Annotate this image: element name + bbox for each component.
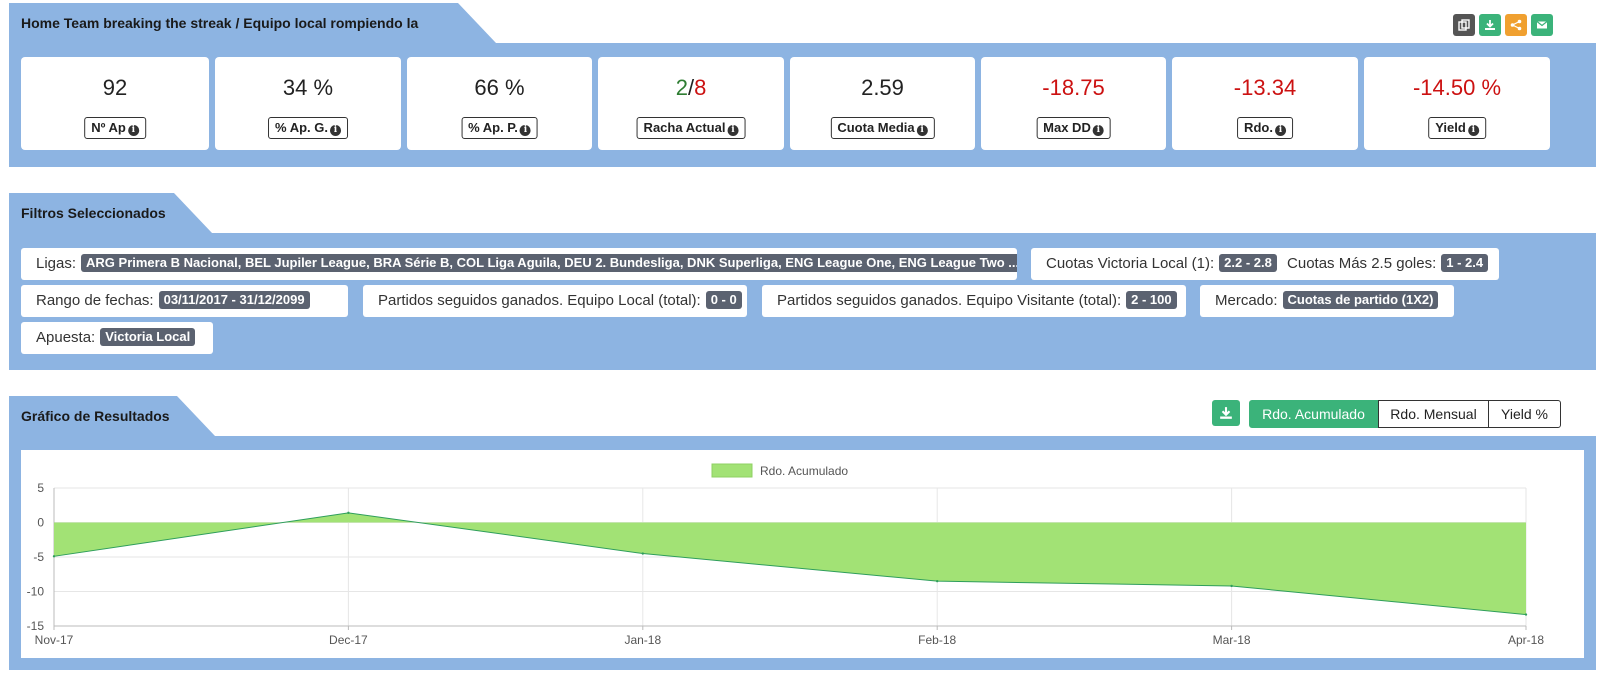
stat-label-max-dd[interactable]: Max DD i bbox=[1036, 117, 1111, 139]
filter-visitante: Partidos seguidos ganados. Equipo Visita… bbox=[762, 285, 1186, 317]
info-icon: i bbox=[1467, 125, 1479, 136]
share-button[interactable] bbox=[1505, 14, 1527, 36]
stat-value-yield: -14.50 % bbox=[1412, 75, 1502, 100]
stat-label-cuota-media[interactable]: Cuota Media i bbox=[830, 117, 935, 139]
filter-fechas-value: 03/11/2017 - 31/12/2099 bbox=[158, 291, 310, 309]
data-point bbox=[1230, 584, 1233, 588]
y-tick-label: 0 bbox=[37, 516, 44, 530]
data-point bbox=[52, 555, 56, 558]
filter-apuesta: Apuesta: Victoria Local bbox=[21, 322, 213, 354]
filter-ligas: Ligas: ARG Primera B Nacional, BEL Jupile… bbox=[21, 248, 1017, 280]
stat-label-n-ap[interactable]: Nº Ap i bbox=[84, 117, 146, 139]
stat-card-max-dd: -18.75 Max DD i bbox=[981, 57, 1166, 150]
stat-value-n-ap: 92 bbox=[102, 75, 128, 100]
stat-value-ap-g: 34 % bbox=[282, 75, 334, 100]
results-section: Gráfico de Resultados Rdo. Acumulado Rdo… bbox=[9, 396, 1596, 670]
filters-title: Filtros Seleccionados bbox=[9, 193, 212, 233]
tab-rdo-acumulado[interactable]: Rdo. Acumulado bbox=[1249, 400, 1378, 428]
stat-value-rdo: -13.34 bbox=[1233, 75, 1297, 100]
info-icon: i bbox=[727, 125, 739, 136]
chart-panel: 5 0 -5 -10 -15 Nov-17 Dec-17 Jan-18 Feb-18 Mar-18… bbox=[9, 436, 1596, 670]
download-icon bbox=[1485, 20, 1495, 30]
x-tick-label: Jan-18 bbox=[624, 633, 661, 647]
y-tick-label: -15 bbox=[27, 619, 45, 633]
mail-button[interactable] bbox=[1531, 14, 1553, 36]
stat-value-max-dd: -18.75 bbox=[1042, 75, 1105, 100]
filter-visitante-value: 2 - 100 bbox=[1126, 291, 1177, 309]
filter-fechas: Rango de fechas: 03/11/2017 - 31/12/2099 bbox=[21, 285, 348, 317]
stats-panel: 92 Nº Ap i 34 % % Ap. G. i 66 % % Ap. P. i … bbox=[9, 43, 1596, 167]
filter-cuotas-goles-value: 1 - 2.4 bbox=[1441, 254, 1489, 272]
copy-button[interactable] bbox=[1453, 14, 1475, 36]
data-point bbox=[936, 579, 939, 583]
filter-ligas-value: ARG Primera B Nacional, BEL Jupiler Leag… bbox=[81, 254, 1017, 272]
stat-value-cuota-media: 2.59 bbox=[861, 75, 904, 100]
stat-label-yield[interactable]: Yield i bbox=[1428, 117, 1486, 139]
y-tick-label: -10 bbox=[27, 585, 45, 599]
summary-section: Home Team breaking the streak / Equipo l… bbox=[9, 3, 1596, 167]
filter-cuotas: Cuotas Victoria Local (1): 2.2 - 2.8 Cuot… bbox=[1031, 248, 1499, 280]
results-title: Gráfico de Resultados bbox=[9, 396, 215, 436]
data-point bbox=[641, 552, 644, 555]
info-icon: i bbox=[127, 125, 139, 136]
legend-swatch bbox=[711, 463, 753, 478]
filter-cuotas-local-value: 2.2 - 2.8 bbox=[1219, 254, 1277, 272]
y-tick-label: -5 bbox=[33, 550, 44, 564]
info-icon: i bbox=[329, 125, 341, 136]
filters-panel: Ligas: ARG Primera B Nacional, BEL Jupile… bbox=[9, 233, 1596, 370]
filters-section: Filtros Seleccionados Ligas: ARG Primera … bbox=[9, 193, 1596, 370]
stat-card-yield: -14.50 % Yield i bbox=[1364, 57, 1550, 150]
share-icon bbox=[1510, 19, 1522, 31]
stat-value-ap-p: 66 % bbox=[474, 75, 525, 100]
info-icon: i bbox=[519, 125, 531, 136]
results-download-button[interactable] bbox=[1212, 400, 1240, 426]
data-point bbox=[1524, 613, 1528, 616]
filter-local-value: 0 - 0 bbox=[705, 291, 742, 309]
info-icon: i bbox=[916, 125, 928, 136]
legend-label: Rdo. Acumulado bbox=[760, 464, 848, 478]
stat-value-racha-actual: 2/8 bbox=[675, 75, 707, 100]
stat-label-rdo[interactable]: Rdo. i bbox=[1237, 117, 1293, 139]
stat-card-cuota-media: 2.59 Cuota Media i bbox=[790, 57, 975, 150]
series-area bbox=[54, 512, 1526, 615]
chart-container: 5 0 -5 -10 -15 Nov-17 Dec-17 Jan-18 Feb-18 Mar-18… bbox=[21, 450, 1584, 658]
info-icon: i bbox=[1092, 125, 1104, 136]
y-tick-label: 5 bbox=[37, 481, 44, 495]
x-tick-label: Nov-17 bbox=[35, 633, 74, 647]
copy-icon bbox=[1458, 19, 1470, 31]
chart-mode-tabs: Rdo. Acumulado Rdo. Mensual Yield % bbox=[1249, 400, 1562, 428]
stat-label-ap-g[interactable]: % Ap. G. i bbox=[268, 117, 348, 139]
summary-title: Home Team breaking the streak / Equipo l… bbox=[9, 3, 496, 71]
download-button[interactable] bbox=[1479, 14, 1501, 36]
series-line bbox=[53, 512, 1527, 616]
filter-mercado-value: Cuotas de partido (1X2) bbox=[1282, 291, 1439, 309]
stat-card-racha-actual: 2/8 Racha Actual i bbox=[598, 57, 784, 150]
stat-card-ap-p: 66 % % Ap. P. i bbox=[407, 57, 592, 150]
filter-mercado: Mercado: Cuotas de partido (1X2) bbox=[1200, 285, 1454, 317]
tab-rdo-mensual[interactable]: Rdo. Mensual bbox=[1378, 400, 1489, 428]
filter-apuesta-value: Victoria Local bbox=[100, 328, 196, 346]
x-tick-label: Apr-18 bbox=[1508, 633, 1544, 647]
download-icon bbox=[1220, 407, 1232, 419]
tab-yield[interactable]: Yield % bbox=[1488, 400, 1561, 428]
stat-label-ap-p[interactable]: % Ap. P. i bbox=[461, 117, 538, 139]
info-icon: i bbox=[1274, 125, 1286, 136]
filter-local: Partidos seguidos ganados. Equipo Local … bbox=[363, 285, 747, 317]
stat-card-ap-g: 34 % % Ap. G. i bbox=[215, 57, 401, 150]
stat-label-racha-actual[interactable]: Racha Actual i bbox=[636, 117, 746, 139]
mail-icon bbox=[1536, 21, 1548, 29]
x-tick-label: Mar-18 bbox=[1213, 633, 1251, 647]
stat-card-n-ap: 92 Nº Ap i bbox=[21, 57, 209, 150]
x-tick-label: Dec-17 bbox=[329, 633, 368, 647]
data-point bbox=[347, 511, 350, 515]
stat-card-rdo: -13.34 Rdo. i bbox=[1172, 57, 1358, 150]
x-tick-label: Feb-18 bbox=[918, 633, 956, 647]
